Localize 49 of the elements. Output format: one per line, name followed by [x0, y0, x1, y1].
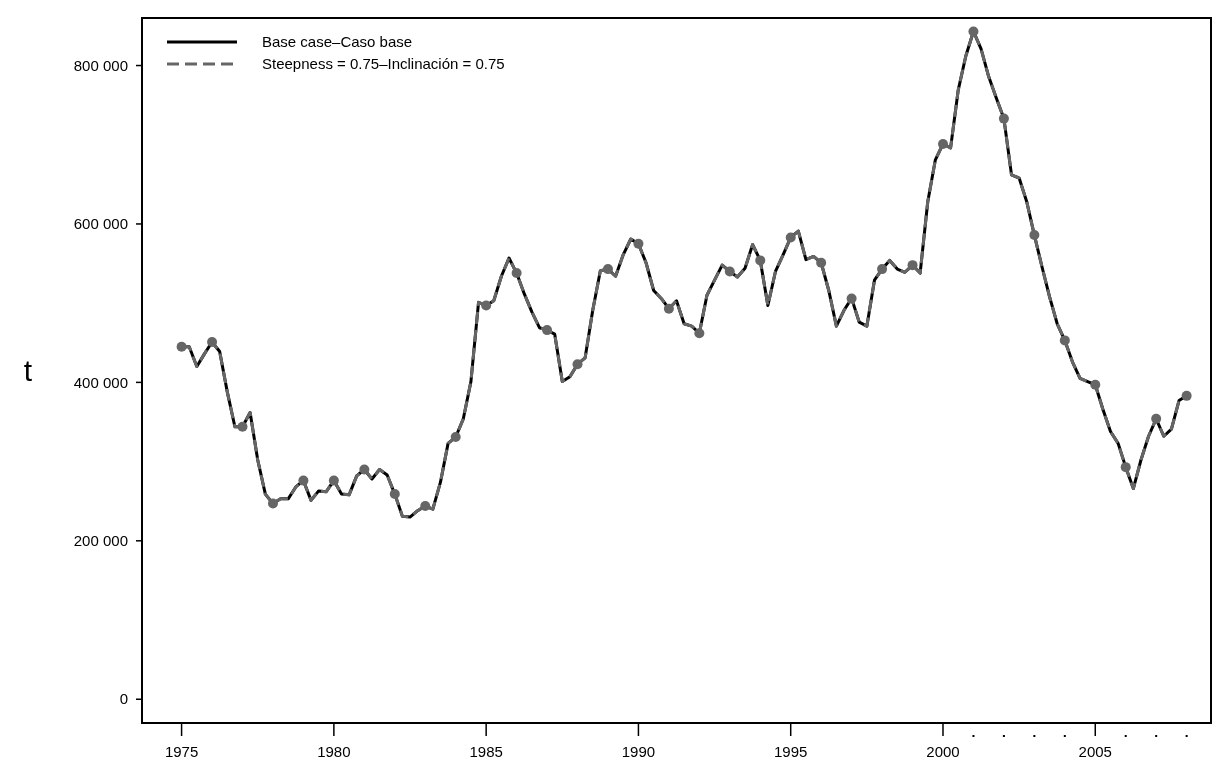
point	[1059, 335, 1070, 346]
x-tick-label: 1990	[621, 743, 656, 760]
point	[937, 138, 948, 149]
x-tick-label: 1985	[469, 743, 503, 760]
point	[359, 464, 370, 475]
legend-label: Base case–Caso base	[262, 33, 413, 51]
point	[267, 498, 278, 509]
point	[511, 268, 522, 279]
point	[450, 432, 461, 443]
x-tick-label: 1995	[774, 743, 808, 760]
point	[420, 500, 431, 511]
point	[785, 232, 796, 243]
point	[1029, 230, 1040, 241]
point	[816, 257, 827, 268]
point	[328, 475, 339, 486]
point	[237, 421, 248, 432]
x-tick-label: 2000	[926, 743, 960, 760]
point	[176, 341, 187, 352]
point	[907, 260, 918, 271]
point	[298, 475, 309, 486]
point	[694, 328, 705, 339]
point	[846, 293, 857, 304]
point	[968, 26, 979, 37]
x-tick-label: 1975	[164, 743, 199, 760]
point	[389, 489, 400, 500]
point	[663, 303, 674, 314]
point	[1120, 462, 1131, 473]
y-tick-label: 600 000	[73, 215, 128, 233]
point	[724, 266, 735, 277]
point	[877, 264, 888, 275]
y-tick-label: 400 000	[73, 373, 128, 391]
point	[481, 300, 492, 311]
y-tick-label: 800 000	[73, 56, 128, 74]
point	[755, 255, 766, 266]
point	[207, 336, 218, 347]
y-axis-title: t	[23, 354, 33, 387]
point	[602, 264, 613, 275]
y-tick-label: 200 000	[73, 532, 128, 550]
y-tick-label: 0	[119, 690, 128, 708]
legend-label: Steepness = 0.75–Inclinación = 0.75	[262, 55, 505, 73]
x-tick-label: 1980	[317, 743, 351, 760]
point	[1151, 413, 1162, 424]
x-tick-label: 2005	[1078, 743, 1112, 760]
point	[998, 113, 1009, 124]
point	[572, 359, 583, 370]
point	[1181, 390, 1192, 401]
point	[633, 238, 644, 249]
point	[1090, 379, 1101, 390]
point	[542, 325, 553, 336]
